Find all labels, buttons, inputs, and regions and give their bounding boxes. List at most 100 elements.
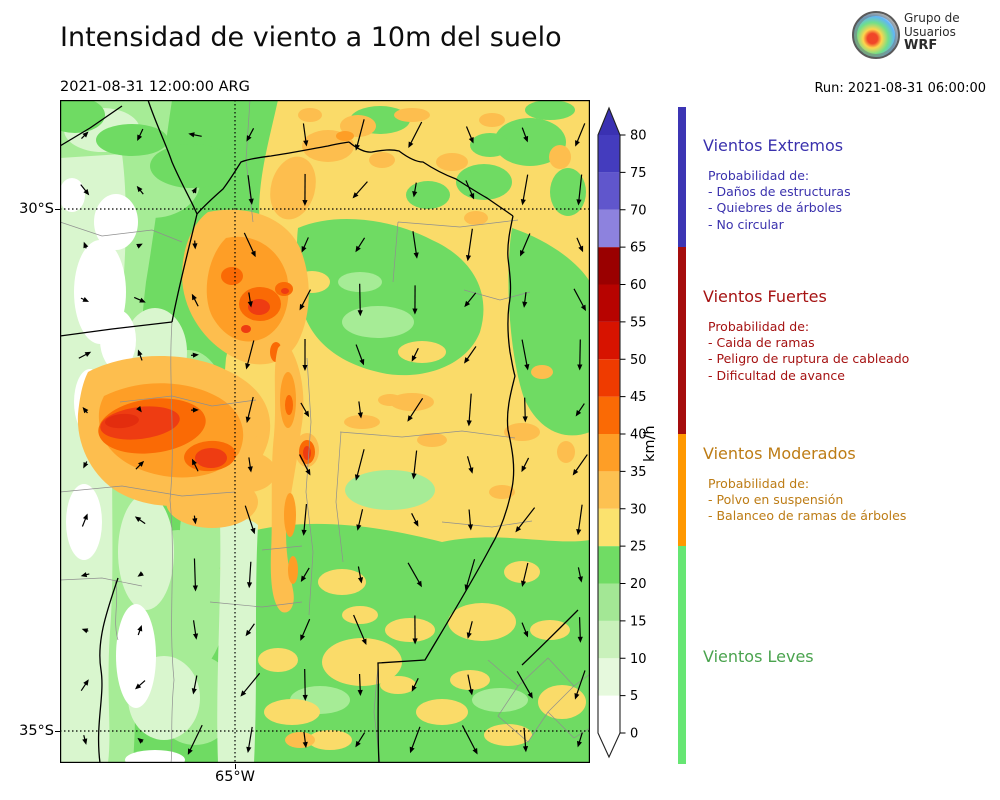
wind-arrow-shaft	[354, 181, 368, 197]
wind-arrow-head	[247, 301, 253, 308]
colorbar-tick-label: 80	[630, 129, 647, 144]
wind-speed-colorbar: 0 5 10 15 20 25 30 35 40 45 50 55 60 65 70 75 80 km/h	[597, 106, 658, 759]
colorbar-tick-label: 50	[630, 353, 647, 368]
wind-arrow-shaft	[516, 507, 536, 531]
wind-arrow-head	[466, 420, 472, 427]
wind-arrow-head	[523, 630, 529, 638]
wind-arrow-head	[515, 526, 522, 533]
wind-arrow-shaft	[247, 175, 253, 202]
colorbar-segment	[598, 284, 620, 322]
wind-arrow-shaft	[246, 340, 255, 367]
wind-arrow-head	[82, 296, 90, 302]
colorbar-under-arrow	[598, 733, 620, 757]
prob-item: - Quiebres de árboles	[708, 200, 843, 216]
wind-arrow-head	[245, 363, 251, 370]
wind-arrow-head	[576, 740, 582, 748]
wind-arrow-shaft	[573, 288, 586, 309]
wind-arrow-head	[299, 303, 305, 311]
wind-arrow-head	[301, 529, 307, 536]
wind-arrow-head	[134, 683, 142, 690]
wind-arrow-shaft	[573, 454, 588, 474]
wind-arrow-head	[520, 199, 526, 206]
wind-arrow-head	[80, 572, 88, 578]
legend-category-moderados: Vientos Moderados Probabilidad de: - Pol…	[703, 444, 993, 525]
wind-arrow-head	[523, 135, 529, 143]
colorbar-segment	[598, 434, 620, 472]
colorbar-segment	[598, 620, 620, 659]
province-borders-major	[59, 99, 579, 764]
wind-arrow-head	[82, 738, 88, 745]
wind-arrow-shaft	[461, 725, 477, 753]
wind-arrow-head	[412, 638, 418, 645]
wind-arrow-shaft	[575, 670, 586, 697]
wind-arrow-shaft	[356, 449, 365, 478]
wind-arrow-shaft	[413, 450, 418, 477]
wind-arrow-head	[191, 186, 197, 194]
colorbar-tick-label: 10	[630, 652, 647, 667]
wind-arrow-shaft	[412, 231, 418, 256]
wind-arrow-shaft	[468, 509, 472, 528]
wind-arrow-head	[357, 412, 363, 419]
colorbar-segment	[598, 209, 620, 248]
wind-arrow-shaft	[522, 562, 529, 585]
wind-arrows	[78, 119, 588, 755]
wind-arrow-head	[250, 250, 256, 258]
valid-datetime: 2021-08-31 12:00:00 ARG	[60, 79, 250, 95]
wind-arrow-head	[464, 357, 470, 364]
wind-arrow-head	[134, 516, 142, 522]
wind-arrow-head	[247, 466, 253, 473]
wind-arrow-head	[192, 407, 199, 413]
wind-arrow-head	[356, 524, 362, 531]
colorbar-segment	[598, 321, 620, 360]
prob-item: - Polvo en suspensión	[708, 492, 844, 508]
run-timestamp: Run: 2021-08-31 06:00:00	[814, 81, 986, 96]
wind-arrow-shaft	[246, 396, 254, 421]
wind-arrow-head	[411, 685, 417, 692]
logo-text: Grupo de Usuarios WRF	[904, 11, 960, 53]
wind-arrow-head	[246, 582, 253, 589]
category-bar-segment-3	[678, 546, 686, 765]
wind-arrow-head	[577, 636, 583, 643]
colorbar-tick-label: 20	[630, 577, 647, 592]
wind-arrow-shaft	[247, 726, 253, 751]
wind-arrow-head	[83, 189, 90, 196]
latlon-gridlines	[60, 100, 590, 763]
colorbar-tick-label: 15	[630, 614, 647, 629]
wind-arrow-shaft	[299, 454, 310, 474]
colorbar-segment	[598, 135, 620, 173]
wind-arrow-head	[408, 141, 414, 149]
wind-arrow-head	[136, 406, 142, 413]
lat-tick-35S	[55, 730, 60, 732]
category-bar-segment-0	[678, 107, 686, 248]
wind-arrow-head	[305, 468, 311, 476]
wind-arrow-head	[359, 358, 365, 366]
wind-intensity-map	[45, 97, 591, 770]
wind-arrow-shaft	[358, 673, 361, 694]
wind-arrow-head	[521, 580, 527, 587]
prob-item: - Dificultad de avance	[708, 367, 845, 383]
wind-arrow-head	[466, 632, 472, 639]
wind-arrow-head	[577, 364, 583, 371]
wind-arrow-head	[82, 513, 88, 521]
logo-line3: WRF	[904, 38, 938, 53]
wind-arrow-head	[416, 580, 422, 588]
wind-arrow-head	[522, 746, 529, 753]
colorbar-tick-label: 0	[630, 727, 638, 742]
wind-arrow-head	[81, 628, 89, 634]
lat-label-30S: 30°S	[19, 201, 54, 217]
wind-arrow-shaft	[577, 504, 583, 533]
wind-arrow-head	[527, 692, 533, 699]
wind-arrow-shaft	[409, 121, 423, 146]
lon-label-65W: 65°W	[214, 769, 256, 785]
colorbar-tick-label: 70	[630, 203, 647, 218]
prob-item: - Caida de ramas	[708, 335, 815, 351]
wind-arrow-head	[411, 473, 417, 480]
wind-arrow-head	[138, 460, 145, 467]
wind-arrow-shaft	[300, 618, 311, 639]
category-name: Vientos Fuertes	[703, 287, 827, 306]
wind-arrow-shaft	[410, 726, 421, 751]
wind-arrow-shaft	[521, 339, 528, 368]
wind-arrow-head	[413, 520, 419, 527]
wind-arrow-head	[192, 243, 198, 250]
wind-arrow-shaft	[353, 614, 366, 643]
